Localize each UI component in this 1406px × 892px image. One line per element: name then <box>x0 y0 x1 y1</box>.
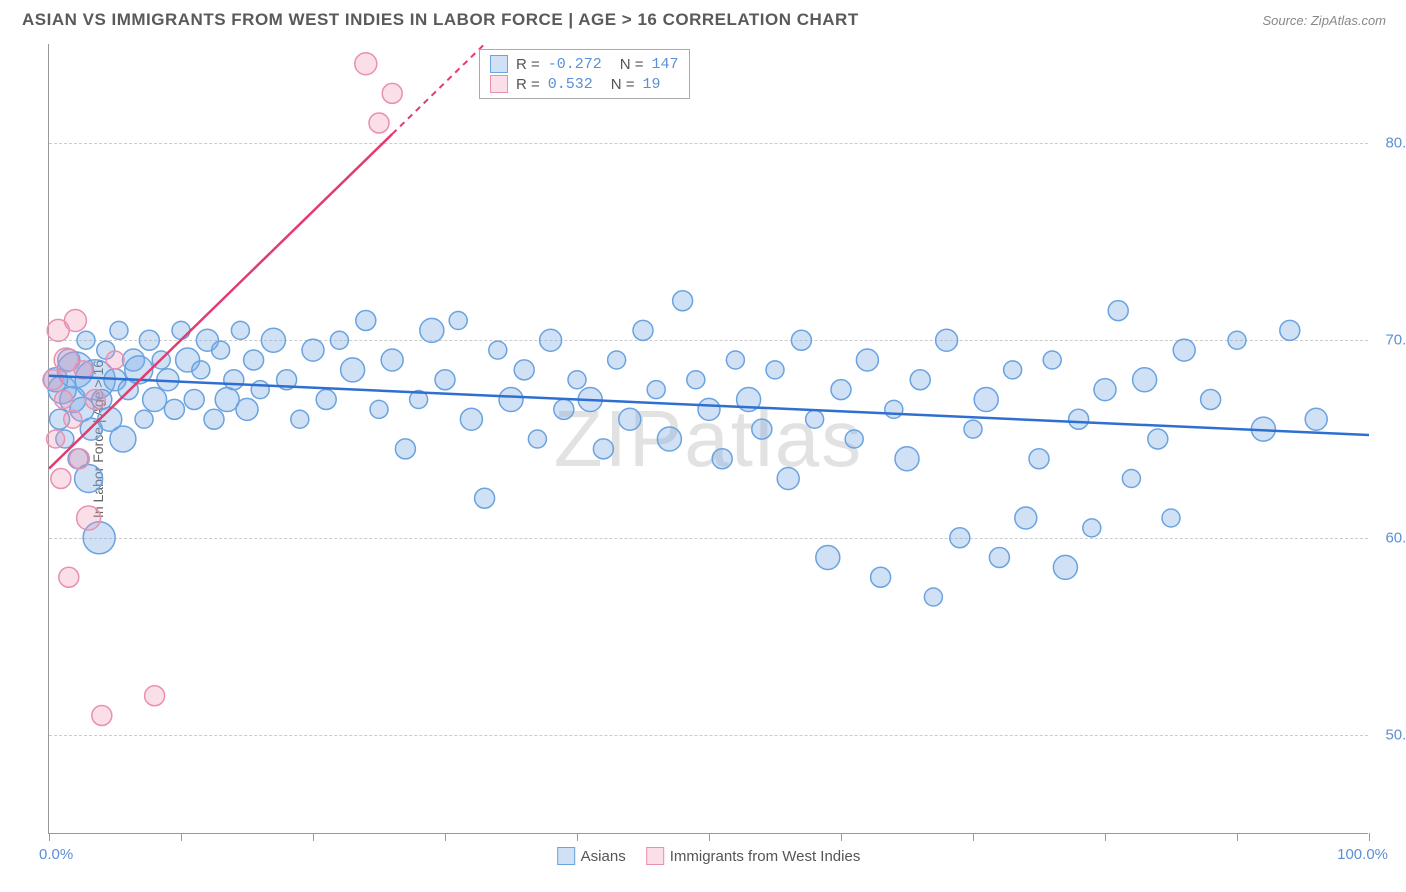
swatch-westindies <box>490 75 508 93</box>
legend-item-westindies: Immigrants from West Indies <box>646 847 861 865</box>
n-label: N = <box>620 56 644 73</box>
r-value-asians: -0.272 <box>548 56 602 73</box>
n-value-asians: 147 <box>652 56 679 73</box>
legend-swatch-asians <box>557 847 575 865</box>
stats-row-asians: R = -0.272 N = 147 <box>490 54 679 74</box>
legend-item-asians: Asians <box>557 847 626 865</box>
title-bar: ASIAN VS IMMIGRANTS FROM WEST INDIES IN … <box>0 0 1406 38</box>
scatter-svg <box>49 44 1368 833</box>
x-axis-max-label: 100.0% <box>1337 846 1388 863</box>
legend-label-asians: Asians <box>581 848 626 865</box>
r-label: R = <box>516 56 540 73</box>
chart-title: ASIAN VS IMMIGRANTS FROM WEST INDIES IN … <box>22 10 859 30</box>
swatch-asians <box>490 55 508 73</box>
x-axis-min-label: 0.0% <box>39 846 73 863</box>
stats-row-westindies: R = 0.532 N = 19 <box>490 74 679 94</box>
r-value-westindies: 0.532 <box>548 76 593 93</box>
legend-label-westindies: Immigrants from West Indies <box>670 848 861 865</box>
n-value-westindies: 19 <box>643 76 661 93</box>
legend-swatch-westindies <box>646 847 664 865</box>
source-label: Source: ZipAtlas.com <box>1262 13 1386 28</box>
n-label: N = <box>611 76 635 93</box>
correlation-stats-box: R = -0.272 N = 147 R = 0.532 N = 19 <box>479 49 690 99</box>
chart-plot-area: In Labor Force | Age > 16 ZIPatlas 50.0%… <box>48 44 1368 834</box>
r-label: R = <box>516 76 540 93</box>
bottom-legend: Asians Immigrants from West Indies <box>557 847 861 865</box>
